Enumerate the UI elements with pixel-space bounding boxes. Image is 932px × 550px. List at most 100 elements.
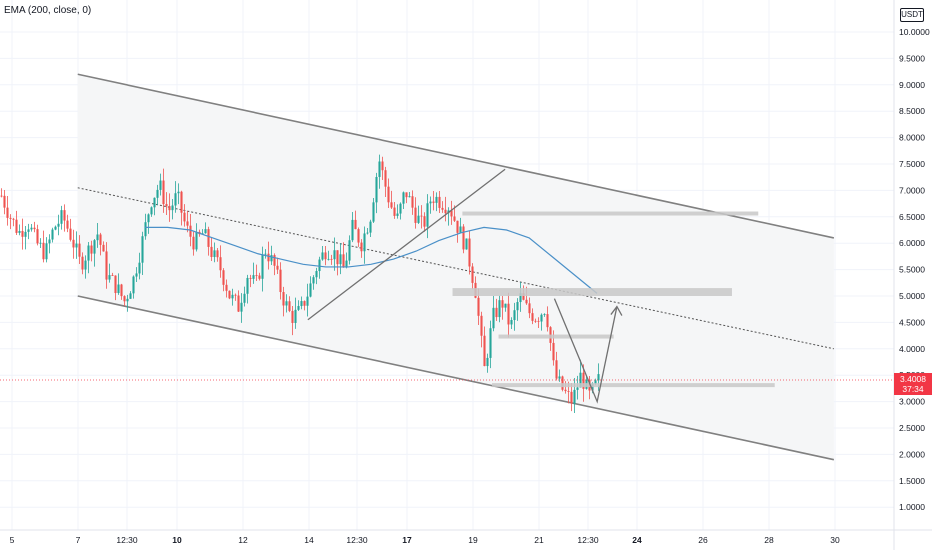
candle-body (597, 374, 600, 381)
candle-body (492, 307, 495, 329)
candle-body (132, 276, 135, 294)
candle-body (432, 201, 435, 203)
currency-badge[interactable]: USDT (900, 8, 924, 22)
candle-body (525, 299, 528, 304)
candle-body (237, 295, 240, 312)
indicator-label[interactable]: EMA (200, close, 0) (4, 5, 92, 16)
time-tick-label: 19 (468, 535, 478, 545)
candle-body (171, 205, 174, 211)
candle-body (189, 225, 192, 237)
candle-body (78, 243, 81, 257)
candle-body (120, 284, 123, 297)
candle-body (33, 227, 36, 230)
candle-body (234, 294, 237, 296)
candle-body (69, 228, 72, 240)
candle-body (420, 215, 423, 217)
candle-body (252, 275, 255, 279)
candle-body (48, 239, 51, 244)
candle-body (0, 195, 3, 197)
price-tick-label: 6.5000 (899, 212, 925, 222)
price-zone (498, 334, 614, 339)
candle-body (387, 186, 390, 203)
candle-body (357, 229, 360, 243)
candle-body (186, 221, 189, 226)
candlestick-series (0, 154, 600, 414)
candle-body (90, 245, 93, 254)
candle-body (204, 229, 207, 234)
candle-body (81, 256, 84, 270)
candle-body (417, 215, 420, 223)
candle-body (30, 227, 33, 230)
candle-body (351, 219, 354, 241)
candle-body (522, 293, 525, 300)
candle-body (9, 217, 12, 219)
candle-body (366, 232, 369, 234)
candle-body (516, 302, 519, 311)
candle-body (300, 301, 303, 307)
candle-body (315, 271, 318, 278)
candle-body (510, 320, 513, 325)
candle-body (480, 315, 483, 336)
candle-body (411, 196, 414, 208)
time-tick-label: 5 (10, 535, 15, 545)
channel-fill (77, 74, 834, 460)
candle-body (288, 301, 291, 311)
price-tick-label: 6.0000 (899, 238, 925, 248)
candle-body (54, 226, 57, 230)
candle-body (138, 262, 141, 274)
candle-body (15, 219, 18, 233)
candle-body (465, 238, 468, 250)
candle-body (453, 216, 456, 221)
candle-body (285, 301, 288, 306)
candle-body (129, 293, 132, 299)
candle-body (567, 391, 570, 392)
candle-body (195, 231, 198, 250)
candle-body (471, 266, 474, 283)
candle-body (84, 260, 87, 270)
ema-200-line (145, 226, 598, 294)
candle-body (225, 284, 228, 291)
candle-body (594, 380, 597, 384)
time-tick-label: 7 (76, 535, 81, 545)
candle-body (399, 203, 402, 214)
candle-body (165, 204, 168, 207)
price-tick-label: 1.5000 (899, 476, 925, 486)
time-tick-label: 21 (534, 535, 544, 545)
candle-body (243, 293, 246, 303)
candle-body (3, 195, 6, 208)
candle-body (396, 213, 399, 216)
chart-drawings (307, 168, 775, 404)
candle-body (519, 293, 522, 303)
candle-body (294, 309, 297, 323)
candle-body (342, 254, 345, 268)
candle-body (276, 265, 279, 270)
candle-body (135, 273, 138, 277)
candle-body (282, 292, 285, 306)
channel-upper-line (77, 73, 835, 239)
candle-body (495, 307, 498, 318)
candle-body (93, 240, 96, 254)
time-axis[interactable]: 5 7 12:30 10 12 14 12:30 17 19 21 12:30 24 26 28 30 (0, 529, 932, 545)
candle-body (504, 303, 507, 308)
candle-body (336, 250, 339, 265)
candle-body (324, 252, 327, 260)
candle-body (363, 233, 366, 252)
candle-body (546, 314, 549, 328)
candle-body (24, 231, 27, 237)
candle-body (57, 223, 60, 227)
price-tick-label: 10.0000 (899, 27, 930, 37)
channel-lower-line (77, 295, 835, 461)
candle-body (369, 221, 372, 233)
candle-body (312, 277, 315, 284)
candle-body (60, 210, 63, 224)
candle-body (573, 389, 576, 404)
candle-body (576, 387, 579, 390)
price-axis[interactable]: 1.00001.50002.00002.50003.00003.50004.00… (893, 0, 930, 550)
candle-body (51, 229, 54, 240)
time-tick-label: 14 (304, 535, 314, 545)
candle-body (207, 229, 210, 247)
candle-body (558, 376, 561, 379)
candle-body (507, 303, 510, 325)
candle-body (570, 391, 573, 404)
